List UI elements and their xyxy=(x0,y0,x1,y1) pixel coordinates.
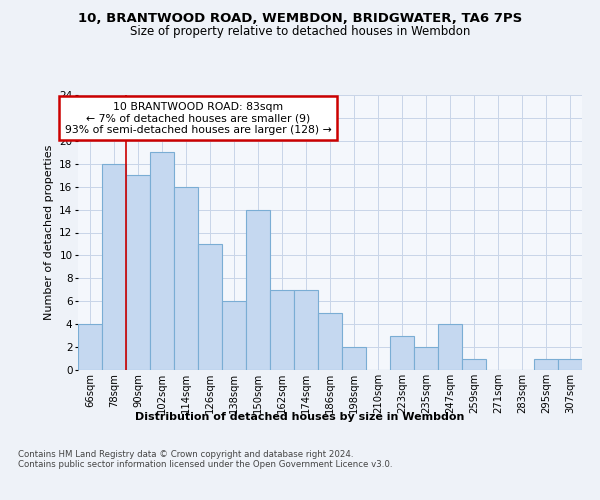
Bar xyxy=(558,358,582,370)
Bar xyxy=(222,301,246,370)
Bar xyxy=(126,175,150,370)
Text: Contains HM Land Registry data © Crown copyright and database right 2024.
Contai: Contains HM Land Registry data © Crown c… xyxy=(18,450,392,469)
Y-axis label: Number of detached properties: Number of detached properties xyxy=(44,145,53,320)
Bar xyxy=(102,164,126,370)
Bar xyxy=(198,244,222,370)
Bar xyxy=(318,312,342,370)
Text: 10, BRANTWOOD ROAD, WEMBDON, BRIDGWATER, TA6 7PS: 10, BRANTWOOD ROAD, WEMBDON, BRIDGWATER,… xyxy=(78,12,522,26)
Bar xyxy=(246,210,270,370)
Bar xyxy=(414,347,438,370)
Text: Size of property relative to detached houses in Wembdon: Size of property relative to detached ho… xyxy=(130,25,470,38)
Bar xyxy=(270,290,294,370)
Bar xyxy=(342,347,366,370)
Bar xyxy=(150,152,174,370)
Bar xyxy=(462,358,486,370)
Bar xyxy=(438,324,462,370)
Bar xyxy=(78,324,102,370)
Bar xyxy=(294,290,318,370)
Bar xyxy=(390,336,414,370)
Bar xyxy=(534,358,558,370)
Bar xyxy=(174,186,198,370)
Text: Distribution of detached houses by size in Wembdon: Distribution of detached houses by size … xyxy=(136,412,464,422)
Text: 10 BRANTWOOD ROAD: 83sqm
← 7% of detached houses are smaller (9)
93% of semi-det: 10 BRANTWOOD ROAD: 83sqm ← 7% of detache… xyxy=(65,102,331,135)
